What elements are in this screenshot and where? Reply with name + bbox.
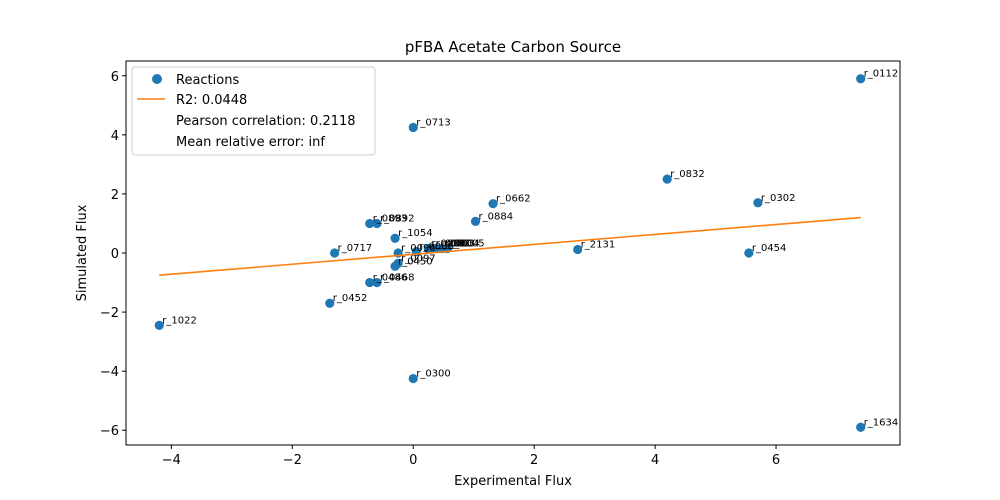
data-point-label: r_0006 [419,242,454,253]
x-tick-label: 2 [530,453,538,468]
x-axis-title: Experimental Flux [454,474,572,489]
data-point-label: r_0097 [401,253,436,264]
data-point [372,218,382,229]
data-point [408,373,418,384]
data-point-label: r_0468 [380,273,415,284]
legend-label-reactions: Reactions [176,73,239,88]
y-tick-label: −4 [100,365,119,380]
data-point-label: r_0450 [398,256,433,267]
data-point-label: r_1022 [162,315,197,326]
data-point-label: r_0300 [416,369,451,380]
data-point [856,422,866,432]
legend-label-pearson: Pearson correlation: 0.2118 [176,114,356,129]
data-point [154,320,164,330]
y-tick-label: 2 [111,188,119,203]
data-point [325,298,335,308]
data-point-label: r_0884 [479,211,514,222]
data-point-label: r_0002 [436,239,471,250]
data-point-label: r_0486 [373,273,408,284]
y-tick-label: −6 [100,424,119,439]
data-point-label: r_0892 [380,213,415,224]
data-point-label: r_2131 [581,239,616,250]
data-point [488,199,498,209]
data-point [365,277,375,288]
x-tick-label: −4 [162,453,181,468]
y-tick-label: −2 [100,306,119,321]
data-point-label: r_0717 [338,243,373,254]
data-point-label: r_0832 [670,169,705,180]
data-point-label: r_0003 [440,239,475,250]
legend-box [131,66,376,156]
x-tick-label: −2 [283,453,302,468]
data-point [753,198,763,208]
data-point-label: r_0005 [450,239,485,250]
legend-label-mre: Mean relative error: inf [176,135,325,150]
data-point-label: r_0302 [761,193,796,204]
data-point-label: r_0001 [431,239,466,250]
legend: Reactions R2: 0.0448 Pearson correlation… [131,66,376,156]
legend-label-r2: R2: 0.0448 [176,93,247,108]
data-point [390,261,400,271]
data-point [856,74,866,84]
data-point [662,174,672,184]
data-point-label: r_1054 [398,228,433,239]
data-point [408,122,418,133]
data-point [744,248,754,258]
data-point-label: r_0096 [401,243,436,254]
x-tick-label: 0 [409,453,417,468]
data-point-label: r_0662 [496,194,531,205]
data-point-label: r_0713 [416,117,451,128]
data-point-label: r_0454 [752,243,787,254]
data-point [365,218,375,229]
y-tick-label: 4 [111,129,119,144]
data-point [390,233,400,243]
data-point [470,216,481,226]
legend-marker-reactions [152,74,162,84]
data-point-label: r_0893 [373,213,408,224]
y-tick-label: 0 [111,247,119,262]
x-tick-label: 4 [651,453,659,468]
y-tick-label: 6 [111,70,119,85]
data-point [330,248,340,258]
data-point-label: r_1634 [864,417,899,428]
data-point [372,277,382,288]
plot-area: −4 −2 0 2 4 6 −6 −4 −2 0 2 4 6 r_0112 r_0713 r_0832 r_03… [100,60,901,468]
x-tick-label: 6 [772,453,780,468]
data-point-label: r_0112 [864,69,899,80]
data-point [573,244,583,255]
fit-line [159,216,861,276]
y-axis-title: Simulated Flux [75,204,90,301]
data-point-label: r_0004 [445,239,480,250]
data-point-label: r_0452 [333,293,368,304]
chart-title: pFBA Acetate Carbon Source [405,38,621,56]
